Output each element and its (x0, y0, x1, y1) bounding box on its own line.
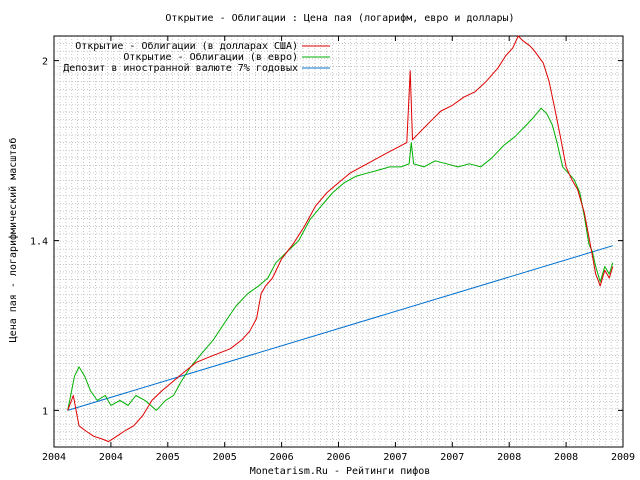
y-tick-label: 1.4 (30, 237, 48, 248)
x-tick-label: 2007 (440, 452, 464, 463)
x-tick-label: 2005 (213, 452, 237, 463)
y-tick-label: 1 (42, 406, 48, 417)
series-line (67, 35, 614, 443)
x-tick-label: 2005 (156, 452, 180, 463)
y-tick-label: 2 (42, 57, 48, 68)
x-tick-label: 2008 (554, 452, 578, 463)
series-line (67, 245, 613, 411)
legend-label: Открытие - Облигации (в долларах США) (75, 40, 298, 52)
x-tick-label: 2006 (326, 452, 350, 463)
x-tick-label: 2007 (383, 452, 407, 463)
legend: Открытие - Облигации (в долларах США)Отк… (63, 40, 330, 74)
y-axis-label: Цена пая - логарифмический масштаб (7, 138, 19, 343)
x-tick-label: 2004 (99, 452, 123, 463)
y-tick-labels: 11.42 (30, 57, 48, 418)
series-lines (67, 35, 614, 443)
x-tick-labels: 2004 2004 2005 2005 2006 2006 2007 2007 2008 2008… (42, 452, 635, 463)
x-tick-label: 2006 (270, 452, 294, 463)
x-axis-label: Monetarism.Ru - Рейтинги пифов (250, 465, 431, 477)
legend-label: Открытие - Облигации (в евро) (123, 51, 298, 63)
grid (54, 36, 623, 447)
x-tick-label: 2009 (611, 452, 635, 463)
plot-area (53, 35, 624, 448)
chart-title: Открытие - Облигации : Цена пая (логариф… (165, 12, 514, 24)
legend-label: Депозит в иностранной валюте 7% годовых (63, 62, 298, 74)
x-tick-label: 2004 (42, 452, 66, 463)
x-tick-label: 2008 (497, 452, 521, 463)
series-line (67, 107, 614, 411)
